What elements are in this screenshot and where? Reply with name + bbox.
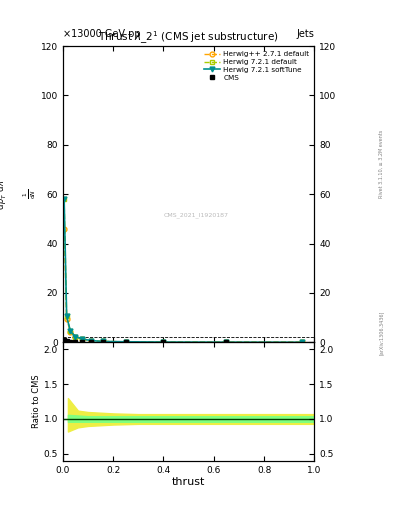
Herwig++ 2.7.1 default [88, 337, 93, 344]
Herwig 7.2.1 softTune [64, 313, 69, 319]
Text: CMS_2021_I1920187: CMS_2021_I1920187 [164, 212, 229, 218]
Herwig 7.2.1 default [101, 338, 105, 345]
Herwig++ 2.7.1 default [73, 333, 78, 339]
Herwig 7.2.1 softTune [79, 336, 84, 342]
CMS [101, 339, 105, 345]
Y-axis label: $\mathrm{d}N$
$\overline{\mathrm{d}\,p_T\;\mathrm{d}\,\lambda}$

$\frac{1}{\math: $\mathrm{d}N$ $\overline{\mathrm{d}\,p_T… [0, 178, 38, 210]
Herwig 7.2.1 softTune [123, 339, 128, 345]
Herwig 7.2.1 default [161, 339, 166, 345]
Herwig++ 2.7.1 default [62, 226, 66, 232]
Herwig++ 2.7.1 default [161, 339, 166, 345]
CMS [64, 338, 69, 344]
CMS [73, 339, 78, 345]
CMS [224, 339, 229, 346]
Herwig 7.2.1 softTune [88, 337, 93, 344]
Herwig 7.2.1 softTune [224, 339, 229, 345]
CMS [68, 338, 73, 345]
Text: Jets: Jets [297, 29, 314, 39]
CMS [88, 339, 93, 345]
Text: ×13000 GeV pp: ×13000 GeV pp [63, 29, 141, 39]
Herwig++ 2.7.1 default [101, 338, 105, 345]
Text: [arXiv:1306.3436]: [arXiv:1306.3436] [379, 311, 384, 355]
Herwig++ 2.7.1 default [123, 339, 128, 345]
Herwig 7.2.1 default [79, 336, 84, 342]
Herwig++ 2.7.1 default [299, 339, 304, 345]
Herwig 7.2.1 default [88, 337, 93, 344]
Line: CMS: CMS [62, 337, 229, 345]
CMS [79, 339, 84, 345]
CMS [62, 336, 66, 343]
Herwig 7.2.1 default [62, 196, 66, 202]
Herwig 7.2.1 softTune [73, 333, 78, 339]
CMS [161, 339, 166, 346]
Line: Herwig 7.2.1 softTune: Herwig 7.2.1 softTune [62, 197, 304, 345]
Herwig++ 2.7.1 default [64, 316, 69, 322]
Legend: Herwig++ 2.7.1 default, Herwig 7.2.1 default, Herwig 7.2.1 softTune, CMS: Herwig++ 2.7.1 default, Herwig 7.2.1 def… [203, 50, 311, 82]
Herwig 7.2.1 default [123, 339, 128, 345]
CMS [123, 339, 128, 345]
Herwig 7.2.1 softTune [62, 196, 66, 202]
X-axis label: thrust: thrust [172, 477, 205, 487]
Herwig 7.2.1 default [68, 328, 73, 334]
Herwig 7.2.1 softTune [101, 338, 105, 345]
Line: Herwig++ 2.7.1 default: Herwig++ 2.7.1 default [62, 226, 304, 345]
Text: Rivet 3.1.10, ≥ 3.2M events: Rivet 3.1.10, ≥ 3.2M events [379, 130, 384, 198]
Herwig 7.2.1 default [299, 339, 304, 345]
Herwig 7.2.1 softTune [68, 328, 73, 334]
Herwig 7.2.1 default [73, 333, 78, 339]
Herwig 7.2.1 softTune [299, 339, 304, 345]
Herwig 7.2.1 default [64, 313, 69, 319]
Title: Thrust $\lambda\_2^1$ (CMS jet substructure): Thrust $\lambda\_2^1$ (CMS jet substruct… [98, 30, 279, 46]
Y-axis label: Ratio to CMS: Ratio to CMS [32, 375, 41, 429]
Herwig 7.2.1 softTune [161, 339, 166, 345]
Line: Herwig 7.2.1 default: Herwig 7.2.1 default [62, 197, 304, 345]
Herwig++ 2.7.1 default [68, 329, 73, 335]
Herwig 7.2.1 default [224, 339, 229, 345]
Herwig++ 2.7.1 default [224, 339, 229, 345]
Herwig++ 2.7.1 default [79, 336, 84, 342]
